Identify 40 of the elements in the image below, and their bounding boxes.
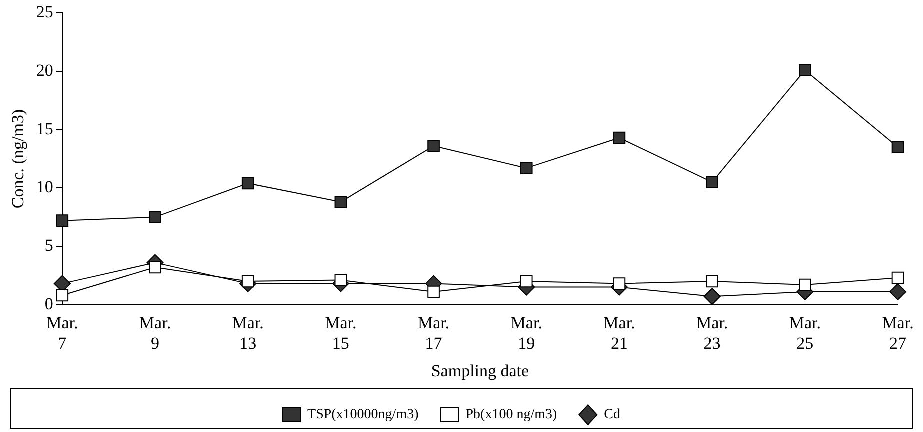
y-tick-label: 15 <box>36 119 54 138</box>
y-tick-label: 5 <box>44 236 54 255</box>
legend-label: Pb(x100 ng/m3) <box>466 408 558 423</box>
x-tick-label: Mar. 15 <box>325 313 357 353</box>
y-axis-title: Conc. (ng/m3) <box>8 109 28 209</box>
point <box>613 132 626 144</box>
point <box>334 274 348 286</box>
point <box>706 176 718 188</box>
x-tick-label: Mar. 23 <box>696 313 728 353</box>
point <box>520 162 533 174</box>
point <box>428 286 440 298</box>
x-tick-label: Mar. 25 <box>789 313 821 353</box>
point <box>242 177 254 190</box>
x-tick-label: Mar. 13 <box>232 313 264 353</box>
legend-label: TSP(x10000ng/m3) <box>308 408 420 423</box>
point <box>56 214 69 227</box>
legend-label: Cd <box>604 408 620 423</box>
point <box>520 275 533 288</box>
point <box>428 140 440 152</box>
y-tick-label: 20 <box>36 60 54 80</box>
point <box>890 283 906 300</box>
y-tick-label: 25 <box>36 2 54 22</box>
y-tick-label: 0 <box>44 294 54 314</box>
point <box>334 196 348 208</box>
x-tick-label: Mar. 27 <box>882 313 914 353</box>
x-tick-label: Mar. 21 <box>604 313 636 353</box>
point <box>704 288 721 305</box>
x-tick-label: Mar. 17 <box>418 313 450 353</box>
x-tick-label: Mar. 19 <box>510 313 542 353</box>
point <box>799 278 812 292</box>
y-tick-label: 10 <box>36 178 54 197</box>
point <box>613 278 626 290</box>
point <box>56 289 69 302</box>
x-axis-title: Sampling date <box>431 361 530 380</box>
point <box>149 261 162 274</box>
point <box>149 211 162 224</box>
point <box>892 141 904 154</box>
x-tick-label: Mar. 9 <box>139 313 172 353</box>
point <box>799 64 812 77</box>
x-tick-label: Mar. 7 <box>46 313 78 353</box>
